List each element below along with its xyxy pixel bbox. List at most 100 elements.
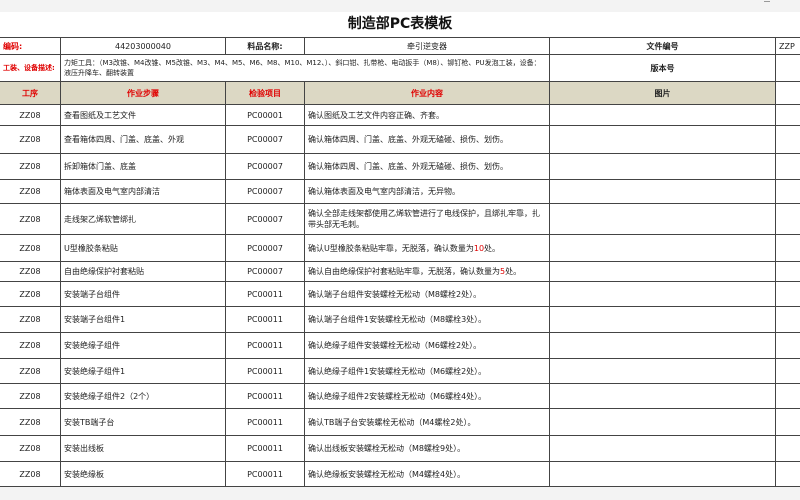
cell-step[interactable]: 安装绝缘板: [61, 462, 226, 487]
cell-item[interactable]: PC00011: [226, 307, 305, 333]
cell-image[interactable]: [776, 384, 800, 409]
cell-op[interactable]: ZZ08: [0, 204, 61, 235]
cell-item[interactable]: PC00011: [226, 333, 305, 359]
cell-image[interactable]: [550, 333, 776, 359]
cell-image[interactable]: [776, 359, 800, 384]
cell-image[interactable]: [550, 409, 776, 436]
cell-op[interactable]: ZZ08: [0, 105, 61, 126]
cell-content[interactable]: 确认全部走线架都使用乙烯软管进行了电线保护，且绑扎牢靠，扎带头部无毛刺。: [305, 204, 550, 235]
cell-image[interactable]: [550, 359, 776, 384]
cell-image[interactable]: [776, 333, 800, 359]
cell-step[interactable]: 安装端子台组件1: [61, 307, 226, 333]
cell-image[interactable]: [776, 462, 800, 487]
cell-image[interactable]: [550, 235, 776, 262]
cell-item[interactable]: PC00011: [226, 409, 305, 436]
cell-content[interactable]: 确认U型橡胶条粘贴牢靠，无脱落，确认数量为 10 处。: [305, 235, 550, 262]
cell-item[interactable]: PC00011: [226, 282, 305, 307]
file-value[interactable]: ZZP: [776, 37, 800, 55]
cell-step[interactable]: 查看箱体四周、门盖、底盖、外观: [61, 126, 226, 154]
cell-step[interactable]: 安装端子台组件: [61, 282, 226, 307]
cell-image[interactable]: [550, 436, 776, 462]
cell-image[interactable]: [550, 384, 776, 409]
cell-step[interactable]: 安装绝缘子组件1: [61, 359, 226, 384]
cell-op[interactable]: ZZ08: [0, 180, 61, 204]
cell-item[interactable]: PC00011: [226, 384, 305, 409]
minimize-icon[interactable]: [764, 1, 770, 2]
cell-image[interactable]: [550, 204, 776, 235]
cell-image[interactable]: [776, 436, 800, 462]
cell-item[interactable]: PC00007: [226, 262, 305, 282]
cell-content[interactable]: 确认出线板安装螺栓无松动（M8螺栓9处）。: [305, 436, 550, 462]
cell-image[interactable]: [550, 262, 776, 282]
cell-step[interactable]: 自由绝缘保护衬套粘贴: [61, 262, 226, 282]
version-value[interactable]: [776, 55, 800, 82]
cell-op[interactable]: ZZ08: [0, 126, 61, 154]
cell-content[interactable]: 确认绝缘板安装螺栓无松动（M4螺栓4处）。: [305, 462, 550, 487]
cell-step[interactable]: 安装出线板: [61, 436, 226, 462]
cell-image[interactable]: [776, 262, 800, 282]
cell-image[interactable]: [550, 307, 776, 333]
cell-image[interactable]: [550, 282, 776, 307]
cell-op[interactable]: ZZ08: [0, 307, 61, 333]
cell-op[interactable]: ZZ08: [0, 409, 61, 436]
cell-image[interactable]: [776, 126, 800, 154]
cell-content[interactable]: 确认绝缘子组件1安装螺栓无松动（M6螺栓2处）。: [305, 359, 550, 384]
cell-op[interactable]: ZZ08: [0, 282, 61, 307]
cell-image[interactable]: [550, 462, 776, 487]
cell-op[interactable]: ZZ08: [0, 359, 61, 384]
cell-content[interactable]: 确认箱体表面及电气室内部清洁，无异物。: [305, 180, 550, 204]
tools-value[interactable]: 力矩工具：（M3改锥、M4改锥、M5改锥、M3、M4、M5、M6、M8、M10、…: [61, 55, 550, 82]
code-value[interactable]: 44203000040: [61, 37, 226, 55]
cell-op[interactable]: ZZ08: [0, 333, 61, 359]
cell-step[interactable]: 箱体表面及电气室内部清洁: [61, 180, 226, 204]
cell-step[interactable]: 拆卸箱体门盖、底盖: [61, 154, 226, 180]
cell-image[interactable]: [550, 126, 776, 154]
cell-content[interactable]: 确认端子台组件安装螺栓无松动（M8螺栓2处）。: [305, 282, 550, 307]
content-text: 确认U型橡胶条粘贴牢靠，无脱落，确认数量为: [308, 243, 474, 253]
cell-step[interactable]: 查看图纸及工艺文件: [61, 105, 226, 126]
cell-image[interactable]: [776, 105, 800, 126]
cell-step[interactable]: 走线架乙烯软管绑扎: [61, 204, 226, 235]
cell-item[interactable]: PC00001: [226, 105, 305, 126]
cell-op[interactable]: ZZ08: [0, 154, 61, 180]
cell-image[interactable]: [550, 105, 776, 126]
cell-content[interactable]: 确认绝缘子组件安装螺栓无松动（M6螺栓2处）。: [305, 333, 550, 359]
cell-image[interactable]: [776, 307, 800, 333]
cell-step[interactable]: U型橡胶条粘贴: [61, 235, 226, 262]
cell-content[interactable]: 确认箱体四周、门盖、底盖、外观无磕碰、损伤、划伤。: [305, 154, 550, 180]
cell-op[interactable]: ZZ08: [0, 384, 61, 409]
cell-item[interactable]: PC00007: [226, 180, 305, 204]
cell-image[interactable]: [776, 180, 800, 204]
cell-item[interactable]: PC00011: [226, 359, 305, 384]
cell-op[interactable]: ZZ08: [0, 235, 61, 262]
cell-image[interactable]: [776, 282, 800, 307]
cell-content[interactable]: 确认图纸及工艺文件内容正确、齐套。: [305, 105, 550, 126]
cell-image[interactable]: [776, 154, 800, 180]
header-op: 工序: [0, 82, 61, 105]
cell-op[interactable]: ZZ08: [0, 462, 61, 487]
cell-content[interactable]: 确认TB端子台安装螺栓无松动（M4螺栓2处）。: [305, 409, 550, 436]
name-value[interactable]: 牵引逆变器: [305, 37, 550, 55]
cell-content[interactable]: 确认自由绝缘保护衬套粘贴牢靠，无脱落，确认数量为 5 处。: [305, 262, 550, 282]
cell-item[interactable]: PC00007: [226, 235, 305, 262]
cell-image[interactable]: [550, 180, 776, 204]
cell-item[interactable]: PC00007: [226, 126, 305, 154]
cell-content[interactable]: 确认箱体四周、门盖、底盖、外观无磕碰、损伤、划伤。: [305, 126, 550, 154]
name-label: 料品名称:: [226, 37, 305, 55]
cell-content[interactable]: 确认端子台组件1安装螺栓无松动（M8螺栓3处）。: [305, 307, 550, 333]
cell-item[interactable]: PC00007: [226, 154, 305, 180]
cell-image[interactable]: [776, 409, 800, 436]
cell-op[interactable]: ZZ08: [0, 262, 61, 282]
cell-item[interactable]: PC00007: [226, 204, 305, 235]
cell-step[interactable]: 安装绝缘子组件: [61, 333, 226, 359]
cell-item[interactable]: PC00011: [226, 462, 305, 487]
cell-image[interactable]: [550, 154, 776, 180]
cell-item[interactable]: PC00011: [226, 436, 305, 462]
cell-image[interactable]: [776, 235, 800, 262]
cell-step[interactable]: 安装TB端子台: [61, 409, 226, 436]
cell-op[interactable]: ZZ08: [0, 436, 61, 462]
cell-content[interactable]: 确认绝缘子组件2安装螺栓无松动（M6螺栓4处）。: [305, 384, 550, 409]
cell-step[interactable]: 安装绝缘子组件2（2个）: [61, 384, 226, 409]
highlighted-count: 10: [473, 243, 485, 253]
cell-image[interactable]: [776, 204, 800, 235]
